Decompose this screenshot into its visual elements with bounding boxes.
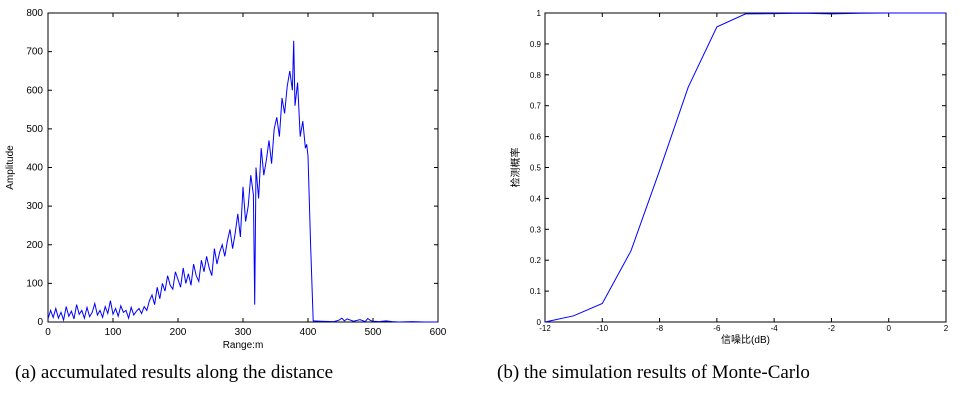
x-tick-label: 100 xyxy=(105,327,122,338)
x-tick-label: -8 xyxy=(656,324,664,333)
x-tick-label: -6 xyxy=(713,324,721,333)
y-tick-label: 0.8 xyxy=(530,71,542,80)
y-tick-label: 0.6 xyxy=(530,133,542,142)
x-tick-label: 0 xyxy=(45,327,51,338)
series-line xyxy=(47,40,438,323)
y-tick-label: 0.7 xyxy=(530,102,542,111)
y-tick-label: 400 xyxy=(26,163,43,174)
detection-probability-chart: -12 -10 -8 -6 -4 -2 0 2 0 0.1 0.2 0.3 0.4 0.5 0.6 0.7 0.… xyxy=(509,9,949,346)
y-tick-label: 0.1 xyxy=(530,287,542,296)
x-tick-label: 600 xyxy=(430,327,447,338)
y-axis-label: 检测概率 xyxy=(509,148,522,188)
x-tick-label: -10 xyxy=(597,324,609,333)
plot-frame xyxy=(47,12,439,323)
x-tick-label: 200 xyxy=(170,327,187,338)
y-tick-label: 0.4 xyxy=(530,194,542,203)
caption-right: (b) the simulation results of Monte-Carl… xyxy=(497,362,810,383)
amplitude-range-chart: 0 100 200 300 400 500 600 0 100 200 300 400 500 600 70… xyxy=(5,8,447,351)
x-axis-label: Range:m xyxy=(223,340,264,351)
x-tick-label: 400 xyxy=(300,327,317,338)
caption-left: (a) accumulated results along the distan… xyxy=(15,362,334,383)
y-tick-label: 600 xyxy=(26,85,43,96)
y-tick-label: 0.3 xyxy=(530,225,542,234)
y-tick-label: 300 xyxy=(26,201,43,212)
x-tick-label: -2 xyxy=(828,324,836,333)
y-tick-label: 800 xyxy=(26,8,43,19)
x-tick-label: 0 xyxy=(886,324,891,333)
y-tick-label: 0.5 xyxy=(530,164,542,173)
x-tick-label: -12 xyxy=(539,324,551,333)
y-tick-label: 0 xyxy=(37,317,43,328)
y-tick-label: 0.9 xyxy=(530,40,542,49)
x-axis-label: 信噪比(dB) xyxy=(721,334,770,346)
x-tick-label: -4 xyxy=(771,324,779,333)
y-tick-label: 100 xyxy=(26,278,43,289)
y-tick-label: 500 xyxy=(26,124,43,135)
y-tick-label: 0.2 xyxy=(530,256,542,265)
y-tick-label: 700 xyxy=(26,47,43,58)
y-tick-label: 0 xyxy=(537,318,542,327)
y-tick-label: 1 xyxy=(537,9,542,18)
x-tick-label: 300 xyxy=(235,327,252,338)
plot-frame xyxy=(544,12,947,323)
y-tick-label: 200 xyxy=(26,240,43,251)
x-tick-label: 2 xyxy=(944,324,949,333)
series-line xyxy=(544,12,946,323)
y-axis-label: Amplitude xyxy=(5,145,16,190)
x-tick-label: 500 xyxy=(365,327,382,338)
